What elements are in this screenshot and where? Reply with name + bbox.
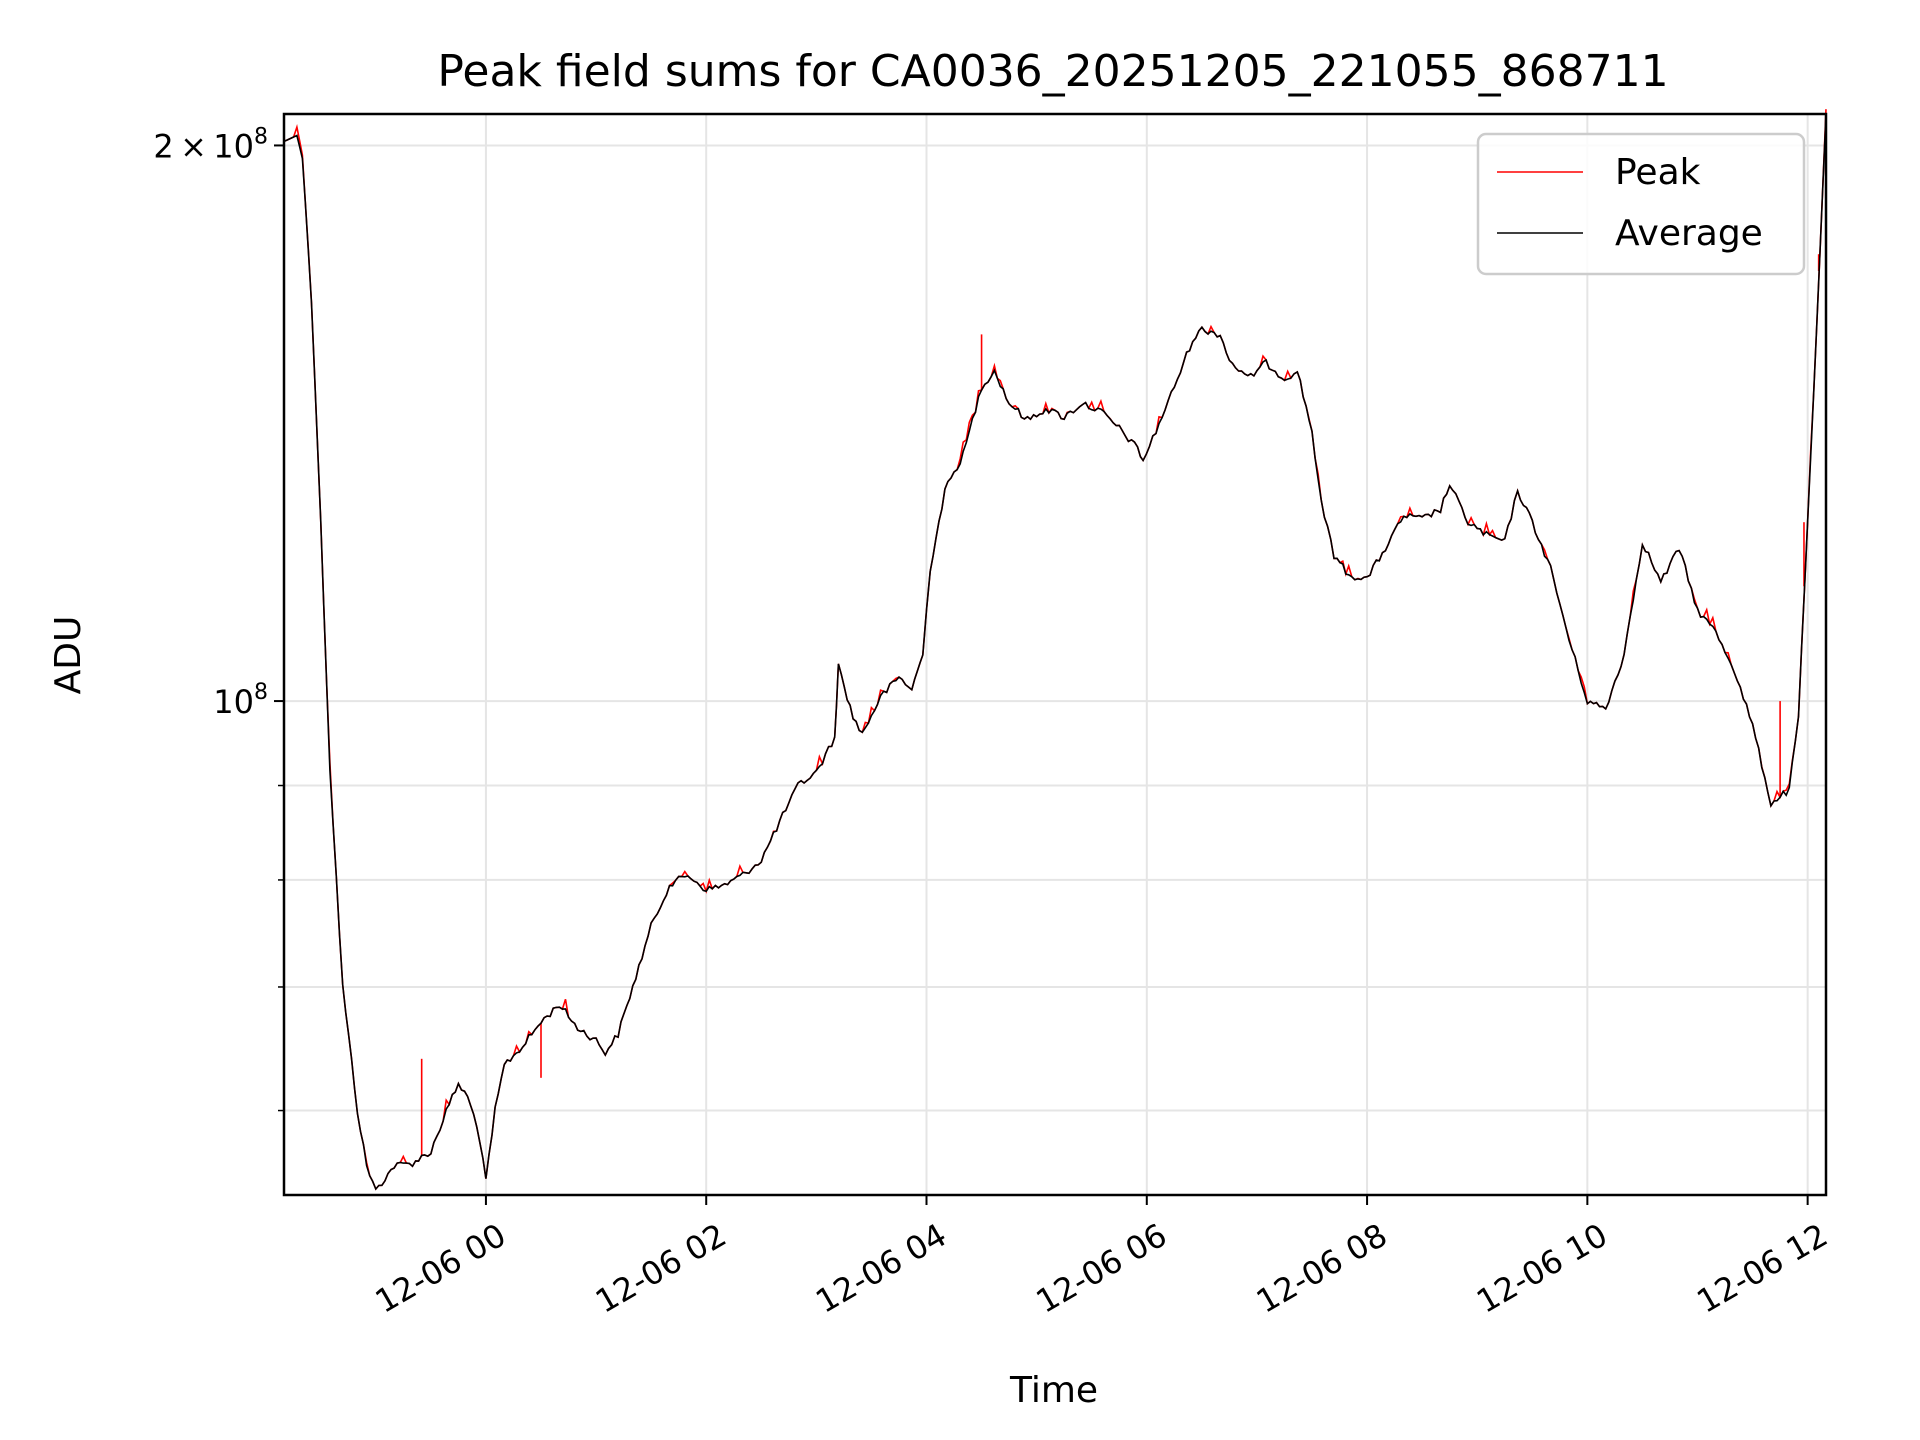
legend-box	[1476, 132, 1806, 276]
y-tick-label: 2 × 108	[153, 124, 268, 165]
chart-title: Peak field sums for CA0036_20251205_2210…	[437, 46, 1668, 97]
legend-label-average: Average	[1615, 213, 1763, 254]
x-axis-label: Time	[1009, 1370, 1098, 1411]
y-axis: 108 2 × 108	[153, 124, 284, 1112]
plot-frame	[282, 112, 1828, 1197]
series-average	[283, 113, 1827, 1191]
y-tick-label: 108	[213, 680, 268, 721]
grid	[284, 114, 1826, 1195]
legend-label-peak: Peak	[1615, 152, 1701, 193]
y-axis-label: ADU	[48, 616, 89, 695]
legend: Peak Average	[1476, 132, 1806, 276]
average-line	[283, 113, 1827, 1191]
